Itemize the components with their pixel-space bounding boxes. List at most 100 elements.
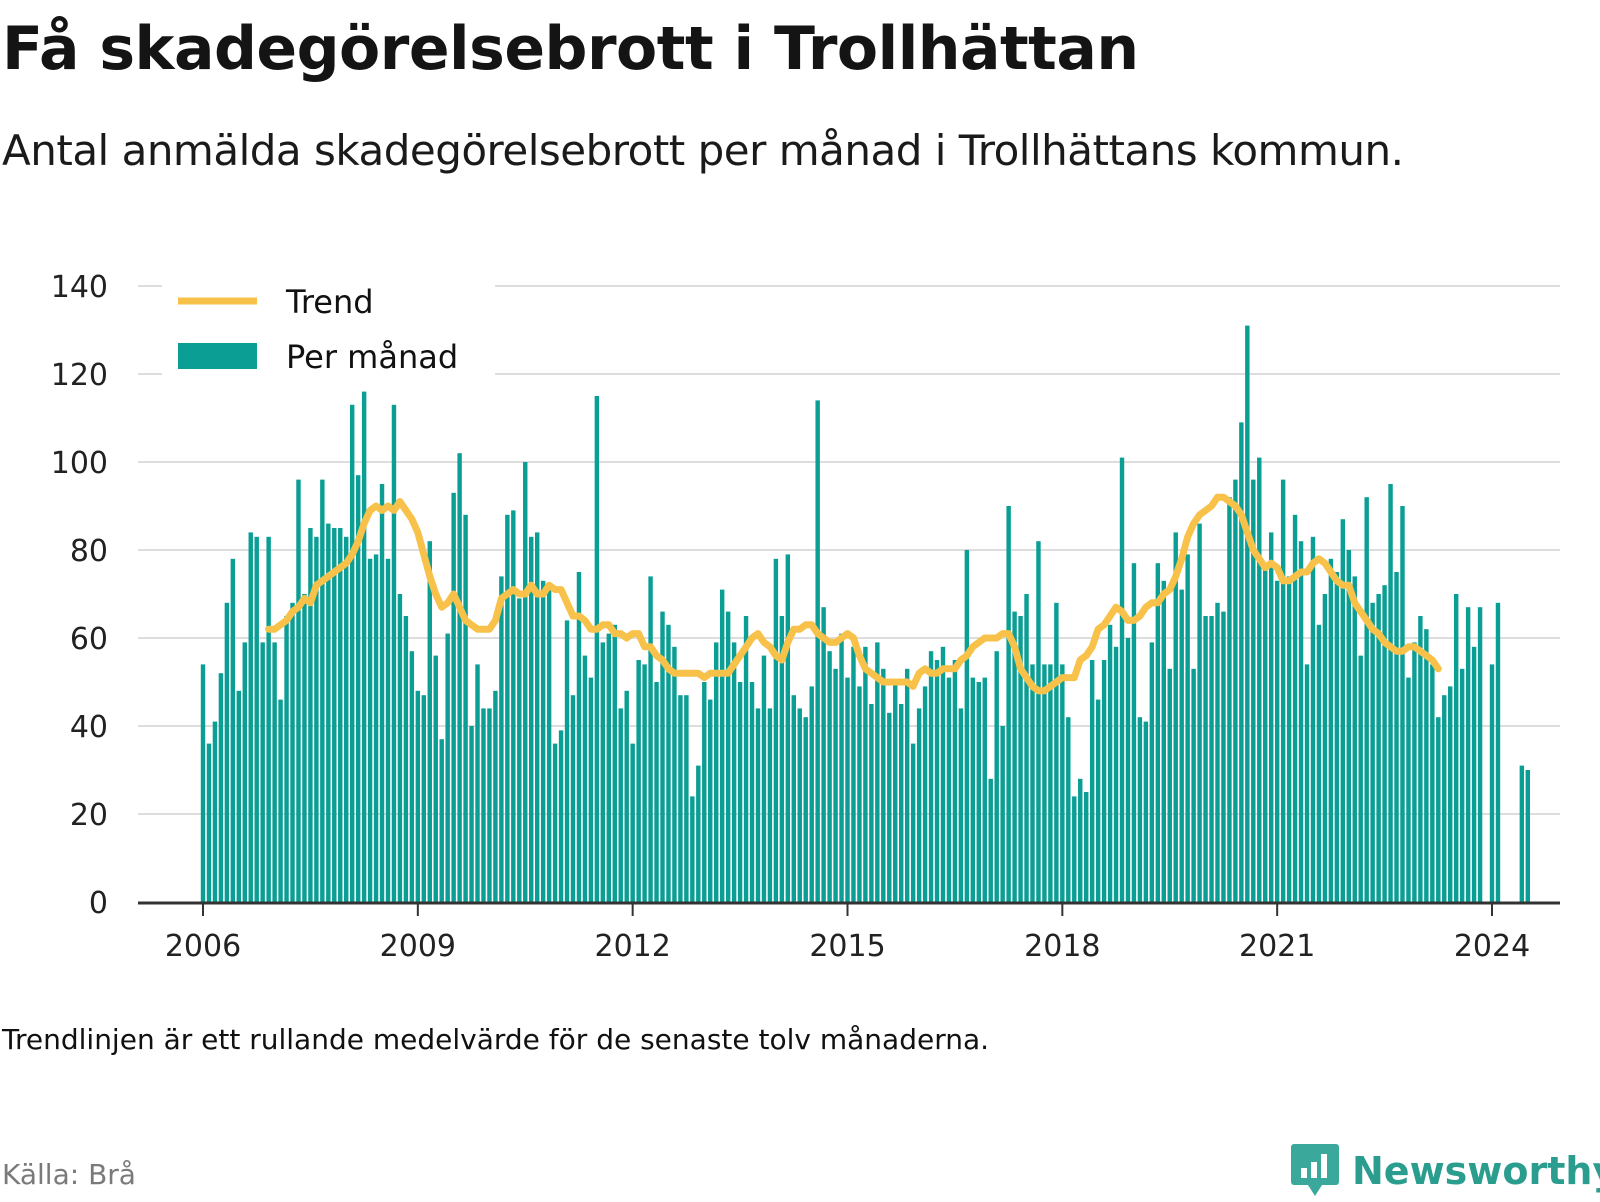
bar [809,686,814,902]
bar [1185,554,1190,902]
x-tick-label: 2009 [380,929,456,964]
bar [1519,765,1525,902]
bar [1089,660,1095,902]
bar [296,479,301,902]
bar [1233,479,1238,902]
bar [1048,664,1053,902]
bar [1119,457,1125,902]
bar [1400,506,1405,902]
bar [1465,607,1471,902]
bar [1149,642,1155,902]
bar [588,677,594,902]
bar [1197,523,1202,902]
bar [523,462,528,902]
x-tick-label: 2006 [165,929,241,964]
brand-logo[interactable]: Newsworthy [1290,1140,1600,1202]
y-tick-label: 20 [70,798,108,833]
bar [397,594,403,902]
bar [1477,607,1483,902]
bar [755,708,761,902]
bar [1430,664,1435,902]
bar [958,708,964,902]
y-axis-ticks: 0 20 40 60 80 100 120 140 [51,270,108,921]
source-credit: Källa: Brå [2,1158,136,1191]
bar [851,646,856,902]
bar [344,536,349,902]
bar [1268,532,1274,902]
bar [803,717,808,902]
y-tick-label: 100 [51,446,108,481]
bar [463,514,468,902]
bar [272,642,277,902]
bar [1370,602,1375,902]
bar [487,708,492,902]
bar [1203,616,1208,902]
bar [373,554,379,902]
bar [761,655,767,902]
x-tick-label: 2024 [1454,929,1530,964]
bar [1107,624,1113,902]
bar [1066,717,1071,902]
bar [200,664,206,902]
bar [946,677,952,902]
bar [678,695,683,902]
bar [1459,668,1465,902]
bar [821,607,826,902]
bar [869,704,874,902]
bar [212,721,218,902]
bar [427,541,432,902]
bar [1012,611,1017,902]
y-tick-label: 80 [70,534,108,569]
x-tick-label: 2012 [594,929,670,964]
bar [827,651,832,902]
bar [314,536,319,902]
bar [1298,541,1304,902]
chart-subtitle: Antal anmälda skadegörelsebrott per måna… [2,126,1404,175]
legend-bars-swatch [178,343,257,369]
bar [248,532,253,902]
x-tick-label: 2015 [809,929,885,964]
bar [702,682,707,902]
y-tick-label: 140 [51,270,108,305]
bar [1006,506,1011,902]
bar [940,646,946,902]
x-axis-ticks: 2006 2009 2012 2015 2018 2021 2024 [165,903,1530,964]
bar [320,479,325,902]
chart-area: 2006 2009 2012 2015 2018 2021 2024 0 20 40 60 80 10… [51,270,1560,964]
y-tick-label: 40 [70,710,108,745]
bar [666,624,671,902]
bar [1412,642,1417,902]
bar [236,690,242,902]
bar [481,708,486,902]
y-tick-label: 60 [70,622,108,657]
bar-chart-speech-bubble-icon [1291,1144,1339,1196]
bar [684,695,689,902]
bar [737,682,743,902]
bar [928,651,934,902]
bar [1215,602,1220,902]
y-tick-label: 0 [89,886,108,921]
bar [493,690,498,902]
bar [1030,664,1035,902]
bar [278,699,283,902]
bar [1448,686,1453,902]
bar [1018,616,1023,902]
bar [863,646,868,902]
bar [266,536,271,902]
bar [1251,479,1256,902]
bar [540,580,546,902]
bar [606,633,612,902]
bar [630,743,635,902]
bar [899,704,904,902]
bar [1095,699,1101,902]
bar [582,655,588,902]
bar [636,660,641,902]
bar [690,796,695,902]
bar [642,664,647,902]
bar [1245,325,1250,903]
bar [660,611,665,902]
bar [403,616,409,902]
bar [1221,611,1226,902]
bar [994,651,999,902]
bar [624,690,629,902]
